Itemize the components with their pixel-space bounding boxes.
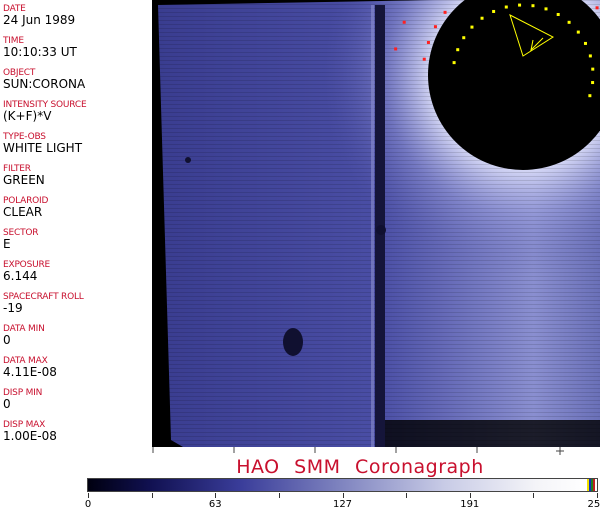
image-axis [152,447,564,455]
grid-marker [480,16,484,20]
header-field-sector: SECTOR E [3,228,39,251]
grid-marker [452,61,456,65]
field-value: WHITE LIGHT [3,141,83,155]
orientation-triangle [509,14,555,57]
field-label: FILTER [3,164,31,174]
field-value: 1.00E-08 [3,429,57,443]
grid-marker [492,9,496,13]
colorbar-tick [533,493,535,498]
field-label: DISP MAX [3,420,46,430]
colorbar-tick [406,493,408,498]
field-value: 10:10:33 UT [3,45,77,59]
field-label: POLAROID [3,196,49,206]
header-field-spacecraft-roll: SPACECRAFT ROLL -19 [3,292,84,315]
field-value: SUN:CORONA [3,77,86,91]
grid-marker [591,81,595,85]
dust-spot [283,328,303,356]
field-value: CLEAR [3,205,43,219]
grid-marker [583,41,587,45]
grid-marker [544,7,548,11]
field-label: TYPE-OBS [3,132,46,142]
field-label: TIME [3,36,24,46]
grid-marker [518,3,522,7]
colorbar-tick [342,493,344,498]
coronagraph-image [153,0,600,447]
field-value: 0 [3,333,11,347]
grid-marker [462,36,466,40]
field-value: E [3,237,11,251]
occulter-disk [428,0,600,170]
grid-marker [556,12,560,16]
grid-marker [576,30,580,34]
colorbar-tick-label: 255 [587,499,600,510]
field-label: DISP MIN [3,388,43,398]
instrument-title: HAO SMM Coronagraph [236,456,484,478]
field-value: GREEN [3,173,45,187]
grid-overlay [394,3,599,98]
colorbar [87,478,598,492]
colorbar-green [591,479,593,491]
grid-marker [588,94,592,98]
header-field-disp-min: DISP MIN 0 [3,388,42,411]
corona-svg [158,0,600,447]
field-value: 6.144 [3,269,38,283]
field-label: SPACECRAFT ROLL [3,292,84,302]
grid-marker [402,20,406,24]
grid-marker [504,5,508,9]
header-field-intensity-source: INTENSITY SOURCE (K+F)*V [3,100,87,123]
grid-marker [595,6,599,10]
header-field-data-min: DATA MIN 0 [3,324,45,347]
colorbar-tick [469,493,471,498]
colorbar-blue [589,479,591,491]
header-field-exposure: EXPOSURE 6.144 [3,260,50,283]
colorbar-tick-label: 63 [208,499,222,510]
grid-marker [422,57,426,61]
header-field-disp-max: DISP MAX 1.00E-08 [3,420,57,443]
grid-marker [433,25,437,29]
field-value: 0 [3,397,11,411]
colorbar-tick [278,493,280,498]
grid-marker [567,20,571,24]
field-label: EXPOSURE [3,260,51,270]
grid-marker [394,47,398,51]
grid-marker [588,54,592,58]
grid-marker [470,25,474,29]
colorbar-tick [88,493,89,498]
field-label: DATA MAX [3,356,48,366]
header-field-data-max: DATA MAX 4.11E-08 [3,356,57,379]
grid-marker [426,40,430,44]
header-field-polaroid: POLAROID CLEAR [3,196,48,219]
header-info-panel: DATE 24 Jun 1989 TIME 10:10:33 UT OBJECT SUN:… [0,0,153,447]
field-label: SECTOR [3,228,39,238]
field-label: INTENSITY SOURCE [3,100,87,110]
field-label: OBJECT [3,68,36,78]
colorbar-tick [151,493,153,498]
grid-marker [456,48,460,52]
field-label: DATA MIN [3,324,45,334]
colorbar-red [593,479,595,491]
field-value: 4.11E-08 [3,365,57,379]
field-value: 24 Jun 1989 [3,13,76,27]
colorbar-tick-label: 191 [460,499,480,510]
field-value: (K+F)*V [3,109,52,123]
field-label: DATE [3,4,26,14]
colorbar-yellow [587,479,589,491]
grid-marker [591,67,595,71]
field-value: -19 [3,301,23,315]
grid-marker [531,4,535,8]
header-field-object: OBJECT SUN:CORONA [3,68,85,91]
colorbar-tick [597,493,598,498]
header-field-time: TIME 10:10:33 UT [3,36,77,59]
grid-marker [443,10,447,14]
header-field-type-obs: TYPE-OBS WHITE LIGHT [3,132,82,155]
colorbar-tick-label: 127 [332,499,353,510]
header-field-date: DATE 24 Jun 1989 [3,4,75,27]
colorbar-tick-label: 0 [84,499,92,510]
header-field-filter: FILTER GREEN [3,164,45,187]
colorbar-tick [215,493,217,498]
